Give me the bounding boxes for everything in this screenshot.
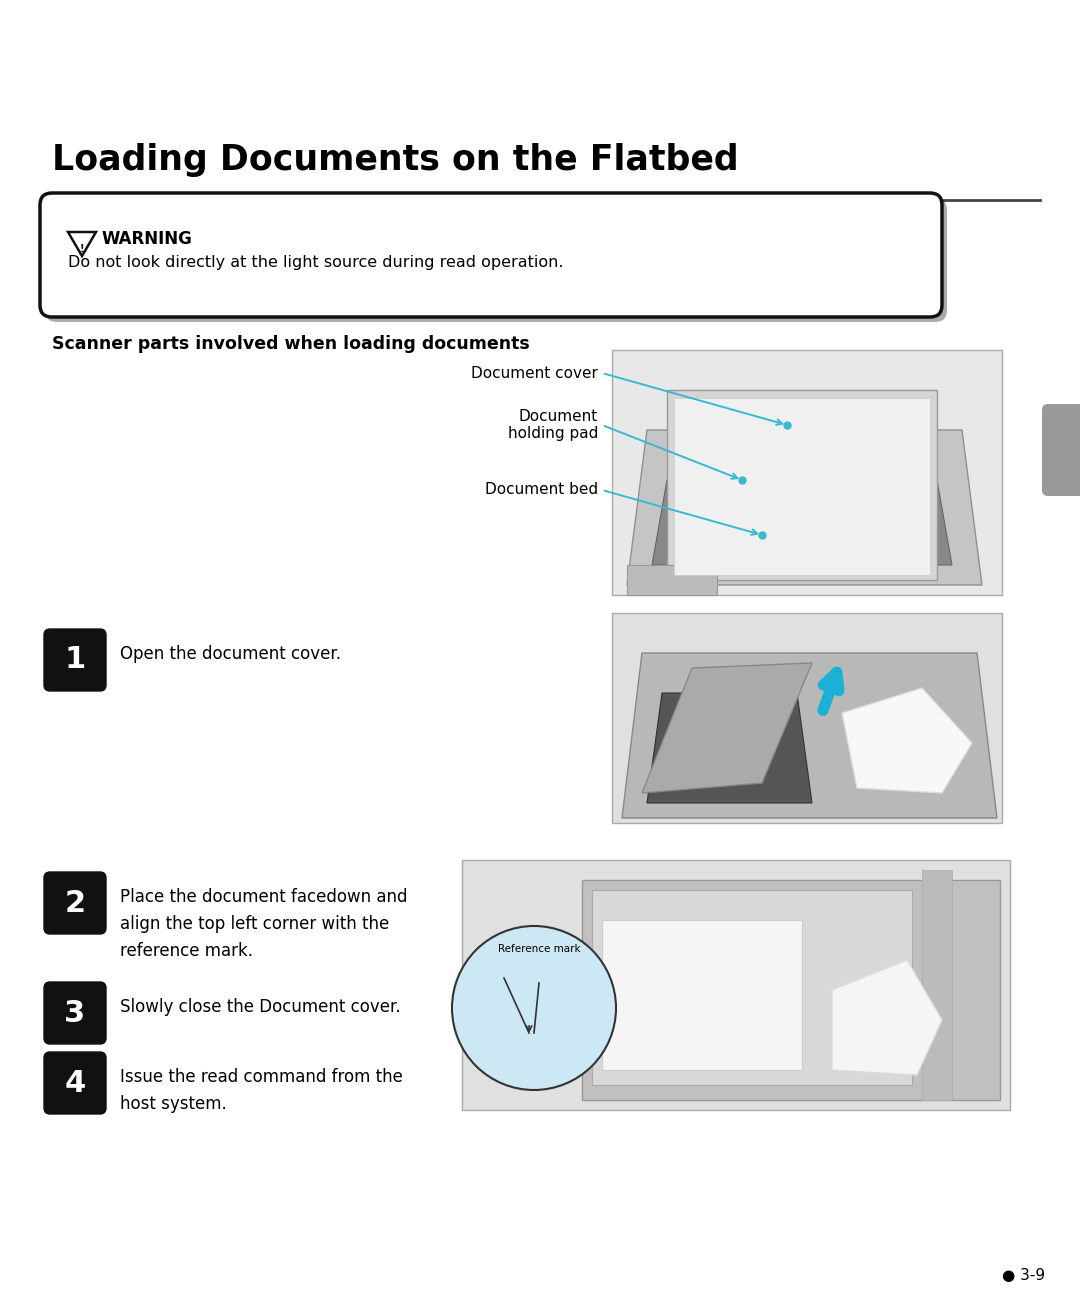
Text: Place the document facedown and
align the top left corner with the
reference mar: Place the document facedown and align th… [120,888,407,960]
Circle shape [453,926,616,1090]
Text: Reference mark: Reference mark [498,944,580,954]
Bar [462,860,1010,1110]
Text: WARNING: WARNING [102,231,193,249]
Text: Document cover: Document cover [471,365,598,381]
Polygon shape [652,480,951,565]
Polygon shape [68,232,96,256]
Polygon shape [832,960,942,1075]
Polygon shape [842,688,972,793]
Polygon shape [674,398,930,575]
FancyBboxPatch shape [40,193,942,317]
Text: Open the document cover.: Open the document cover. [120,645,341,663]
Polygon shape [642,663,812,793]
Text: 2: 2 [65,888,85,917]
FancyBboxPatch shape [45,198,947,322]
Text: 4: 4 [65,1068,85,1097]
Bar [922,870,951,1099]
Polygon shape [667,390,937,580]
FancyBboxPatch shape [1042,404,1080,496]
Text: 3: 3 [65,998,85,1027]
Polygon shape [647,693,812,803]
FancyBboxPatch shape [44,1052,106,1114]
Bar [612,613,1002,824]
Text: 1: 1 [65,645,85,675]
Bar [627,565,717,594]
FancyBboxPatch shape [44,982,106,1044]
Text: Slowly close the Document cover.: Slowly close the Document cover. [120,998,401,1017]
Text: !: ! [80,243,84,254]
Text: Document bed: Document bed [485,483,598,497]
Text: Do not look directly at the light source during read operation.: Do not look directly at the light source… [68,255,564,269]
FancyBboxPatch shape [44,629,106,692]
Text: Issue the read command from the
host system.: Issue the read command from the host sys… [120,1068,403,1114]
Text: ● 3-9: ● 3-9 [1002,1268,1045,1283]
Bar [592,890,912,1085]
Text: Document
holding pad: Document holding pad [508,409,598,442]
Text: Loading Documents on the Flatbed: Loading Documents on the Flatbed [52,142,739,177]
Bar [612,350,1002,594]
Polygon shape [622,653,997,818]
Bar [602,919,802,1070]
Polygon shape [627,430,982,585]
Polygon shape [582,881,1000,1099]
Text: Scanner parts involved when loading documents: Scanner parts involved when loading docu… [52,335,530,354]
FancyBboxPatch shape [44,872,106,934]
